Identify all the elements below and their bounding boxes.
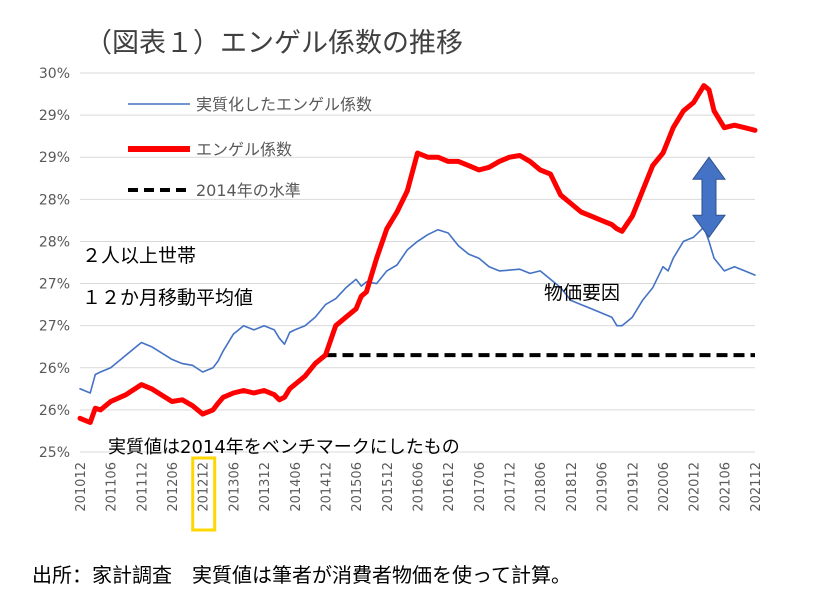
x-tick-label: 201312 bbox=[258, 462, 273, 512]
source-note: 出所：家計調査 実質値は筆者が消費者物価を使って計算。 bbox=[32, 563, 571, 587]
x-tick-label: 201212 bbox=[197, 462, 212, 512]
legend: 実質化したエンゲル係数 エンゲル係数 2014年の水準 bbox=[128, 95, 372, 200]
x-tick-label: 201712 bbox=[504, 462, 519, 512]
y-tick-label: 25% bbox=[39, 445, 70, 461]
y-tick-label: 26% bbox=[39, 403, 70, 419]
x-tick-label: 202106 bbox=[718, 462, 733, 512]
x-axis-ticks: 201012 201106 201112 201206 201212 201306 2013… bbox=[74, 462, 764, 512]
y-tick-label: 28% bbox=[39, 234, 70, 250]
y-tick-label: 27% bbox=[39, 277, 70, 293]
y-tick-label: 28% bbox=[39, 192, 70, 208]
legend-label-real: 実質化したエンゲル係数 bbox=[196, 95, 372, 114]
x-tick-label: 201206 bbox=[166, 462, 181, 512]
y-tick-label: 29% bbox=[39, 150, 70, 166]
legend-label-2014: 2014年の水準 bbox=[196, 181, 301, 200]
y-tick-label: 30% bbox=[39, 66, 70, 82]
annotation-household: ２人以上世帯 bbox=[82, 245, 196, 267]
legend-label-engel: エンゲル係数 bbox=[196, 140, 292, 159]
y-axis-ticks: 25% 26% 26% 27% 27% 28% 28% 29% 29% 30% bbox=[39, 66, 70, 461]
x-tick-label: 201912 bbox=[626, 462, 641, 512]
x-tick-label: 202006 bbox=[657, 462, 672, 512]
chart-title: （図表１）エンゲル係数の推移 bbox=[85, 28, 463, 59]
x-tick-label: 201406 bbox=[289, 462, 304, 512]
series-lines bbox=[77, 83, 758, 425]
x-tick-label: 201412 bbox=[319, 462, 334, 512]
highlighted-x-tick-box bbox=[191, 456, 217, 532]
double-arrow-icon bbox=[691, 156, 726, 239]
x-tick-label: 201012 bbox=[74, 462, 89, 512]
series-line-real bbox=[79, 226, 756, 394]
x-tick-label: 201506 bbox=[350, 462, 365, 512]
x-tick-label: 202112 bbox=[749, 462, 764, 512]
x-tick-label: 201606 bbox=[412, 462, 427, 512]
annotation-price-factor: 物価要因 bbox=[544, 282, 620, 304]
y-tick-label: 29% bbox=[39, 108, 70, 124]
x-tick-label: 201906 bbox=[596, 462, 611, 512]
y-tick-label: 26% bbox=[39, 361, 70, 377]
x-tick-label: 201812 bbox=[565, 462, 580, 512]
price-factor-arrow bbox=[691, 156, 726, 239]
x-tick-label: 201112 bbox=[135, 462, 150, 512]
x-tick-label: 201512 bbox=[381, 462, 396, 512]
annotation-moving-average: １２か月移動平均値 bbox=[82, 287, 253, 309]
x-tick-label: 202012 bbox=[688, 462, 703, 512]
x-tick-label: 201306 bbox=[227, 462, 242, 512]
x-tick-label: 201106 bbox=[105, 462, 120, 512]
annotation-benchmark-note: 実質値は2014年をベンチマークにしたもの bbox=[108, 437, 460, 458]
y-tick-label: 27% bbox=[39, 319, 70, 335]
x-tick-label: 201806 bbox=[534, 462, 549, 512]
series-line-engel bbox=[77, 83, 758, 425]
x-tick-label: 201706 bbox=[473, 462, 488, 512]
x-tick-label: 201612 bbox=[442, 462, 457, 512]
